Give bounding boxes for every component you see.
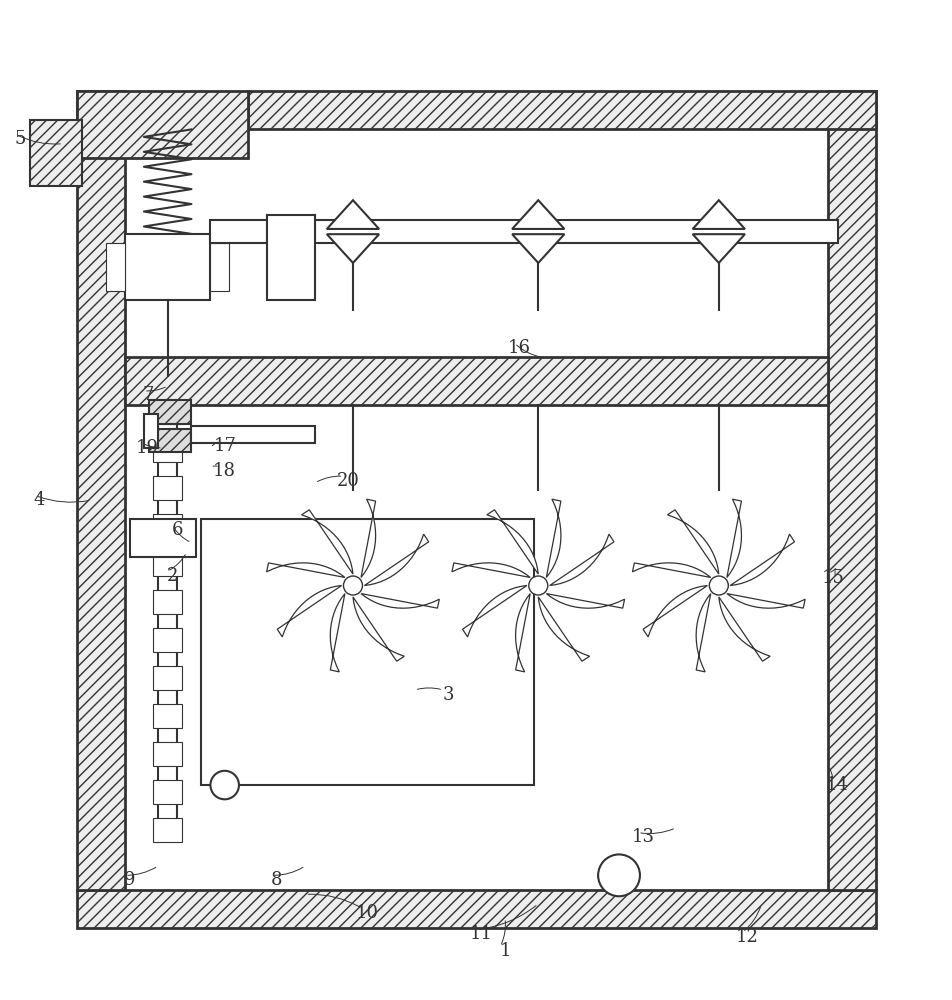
Polygon shape	[718, 597, 769, 661]
Polygon shape	[538, 597, 589, 661]
Polygon shape	[462, 586, 526, 637]
Text: 4: 4	[33, 491, 45, 509]
Text: 9: 9	[124, 871, 135, 889]
Circle shape	[343, 576, 362, 595]
Bar	[153, 552, 182, 576]
Polygon shape	[729, 534, 794, 586]
Bar	[210, 243, 229, 291]
Text: 10: 10	[355, 904, 378, 922]
Polygon shape	[352, 597, 404, 661]
Bar	[827, 91, 875, 890]
Text: 3: 3	[442, 686, 453, 704]
Text: 12: 12	[735, 928, 758, 946]
Polygon shape	[726, 499, 741, 577]
Text: 19: 19	[135, 439, 158, 457]
Polygon shape	[327, 200, 379, 229]
Bar	[153, 628, 182, 652]
Text: 1: 1	[499, 942, 510, 960]
Circle shape	[210, 771, 239, 799]
Polygon shape	[515, 594, 529, 672]
Polygon shape	[666, 510, 718, 574]
Text: 6: 6	[171, 521, 183, 539]
Text: 20: 20	[336, 472, 359, 490]
Polygon shape	[692, 200, 744, 229]
Bar	[77, 91, 125, 890]
Bar	[153, 590, 182, 614]
Text: 17: 17	[213, 437, 236, 455]
Bar	[153, 400, 182, 424]
Text: 2: 2	[167, 567, 178, 585]
Bar	[144, 414, 158, 448]
Polygon shape	[301, 510, 352, 574]
Bar	[129, 519, 196, 557]
Text: 7: 7	[143, 386, 154, 404]
Text: 14: 14	[825, 776, 848, 794]
Bar	[153, 514, 182, 538]
Polygon shape	[511, 200, 564, 229]
Polygon shape	[511, 234, 564, 263]
Bar	[210, 220, 837, 243]
Bar	[153, 742, 182, 766]
Polygon shape	[277, 586, 341, 637]
Bar	[268, 215, 314, 300]
Circle shape	[598, 854, 639, 896]
Polygon shape	[545, 594, 624, 608]
Polygon shape	[695, 594, 710, 672]
Bar	[248, 91, 875, 129]
Circle shape	[708, 576, 727, 595]
Polygon shape	[545, 499, 561, 577]
Bar	[125, 357, 827, 405]
Text: 8: 8	[271, 871, 283, 889]
Bar	[153, 780, 182, 804]
Text: 11: 11	[469, 925, 492, 943]
Bar	[77, 890, 875, 928]
Polygon shape	[726, 594, 804, 608]
Polygon shape	[451, 563, 529, 577]
Polygon shape	[643, 586, 706, 637]
Text: 18: 18	[213, 462, 236, 480]
Polygon shape	[549, 534, 613, 586]
Bar	[149, 400, 191, 424]
Polygon shape	[327, 234, 379, 263]
Polygon shape	[330, 594, 345, 672]
Polygon shape	[361, 499, 375, 577]
Polygon shape	[486, 510, 538, 574]
Polygon shape	[364, 534, 428, 586]
Text: 5: 5	[14, 130, 26, 148]
Polygon shape	[361, 594, 439, 608]
Bar	[201, 519, 533, 785]
Bar	[153, 666, 182, 690]
Text: 16: 16	[507, 339, 530, 357]
Bar	[106, 243, 125, 291]
Bar	[125, 234, 210, 300]
Text: 13: 13	[630, 828, 654, 846]
Bar	[30, 120, 82, 186]
Bar	[153, 438, 182, 462]
Bar	[153, 704, 182, 728]
Polygon shape	[632, 563, 710, 577]
Text: 15: 15	[821, 569, 843, 587]
Bar	[191, 426, 314, 443]
Polygon shape	[692, 234, 744, 263]
Circle shape	[528, 576, 547, 595]
Bar	[153, 818, 182, 842]
Bar	[149, 429, 191, 452]
Bar	[153, 476, 182, 500]
Polygon shape	[267, 563, 345, 577]
Bar	[77, 91, 248, 158]
